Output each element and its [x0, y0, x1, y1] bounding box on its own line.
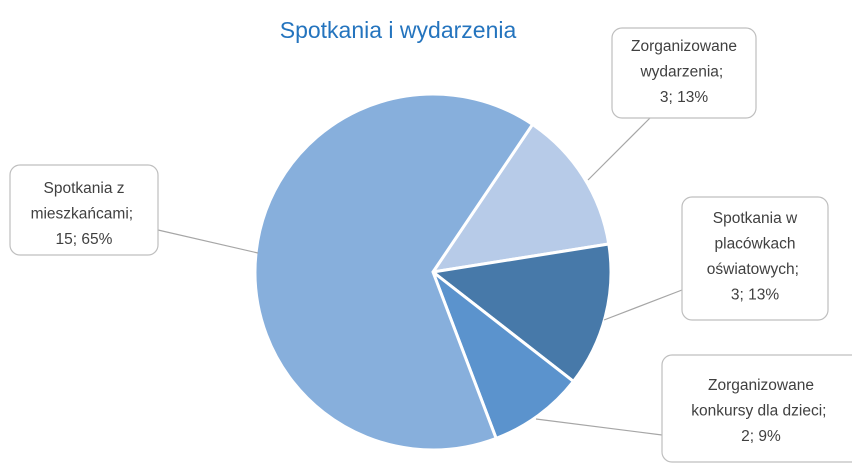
- label-separator: ;: [822, 403, 831, 420]
- pie-slice: [429, 267, 576, 441]
- label-separator: ;: [719, 64, 728, 81]
- leader-line: [603, 289, 683, 321]
- leader-line: [157, 229, 259, 254]
- label-separator: ;: [73, 231, 82, 248]
- label-value: 3: [660, 89, 669, 106]
- label-name: Spotkania w placówkach oświatowych: [707, 210, 798, 278]
- label-name-line: Zorganizowane: [631, 38, 737, 55]
- label-box: [681, 196, 829, 321]
- label-name: Spotkania z mieszkańcami: [31, 180, 129, 223]
- data-label: Zorganizowane wydarzenia; 3; 13%: [631, 38, 737, 106]
- label-separator: ;: [129, 206, 138, 223]
- label-percentage: 65%: [81, 231, 112, 248]
- label-name-line: oświatowych: [707, 261, 795, 278]
- label-name-line: konkursy dla dzieci: [691, 403, 822, 420]
- chart-title: Spotkania i wydarzenia: [280, 17, 517, 43]
- data-label: Zorganizowane konkursy dla dzieci; 2; 9%: [691, 377, 831, 445]
- label-name-line: Spotkania w: [713, 210, 798, 227]
- leader-line: [535, 418, 663, 436]
- pie-slice: [253, 92, 535, 452]
- label-name-line: Spotkania z: [44, 180, 125, 197]
- label-percentage: 13%: [748, 287, 779, 304]
- label-name: Zorganizowane konkursy dla dzieci: [691, 377, 822, 420]
- label-separator: ;: [739, 287, 748, 304]
- label-box: [9, 164, 159, 256]
- pie-slice: [429, 122, 611, 275]
- label-name-line: wydarzenia: [639, 64, 719, 81]
- data-label: Spotkania w placówkach oświatowych; 3; 13%: [707, 210, 804, 304]
- label-name-line: Zorganizowane: [708, 377, 814, 394]
- label-name-line: mieszkańcami: [31, 206, 129, 223]
- label-value: 3: [731, 287, 740, 304]
- pie-slice: [429, 242, 613, 384]
- label-value: 2: [741, 428, 750, 445]
- label-percentage: 9%: [758, 428, 781, 445]
- label-box: [661, 354, 852, 463]
- label-separator: ;: [668, 89, 677, 106]
- leader-line: [587, 117, 651, 181]
- label-value: 15: [56, 231, 73, 248]
- label-percentage: 13%: [677, 89, 708, 106]
- label-box: [611, 27, 757, 119]
- label-separator: ;: [750, 428, 759, 445]
- label-name: Zorganizowane wydarzenia: [631, 38, 737, 81]
- label-separator: ;: [795, 261, 804, 278]
- data-label: Spotkania z mieszkańcami; 15; 65%: [31, 180, 138, 248]
- label-name-line: placówkach: [715, 236, 796, 253]
